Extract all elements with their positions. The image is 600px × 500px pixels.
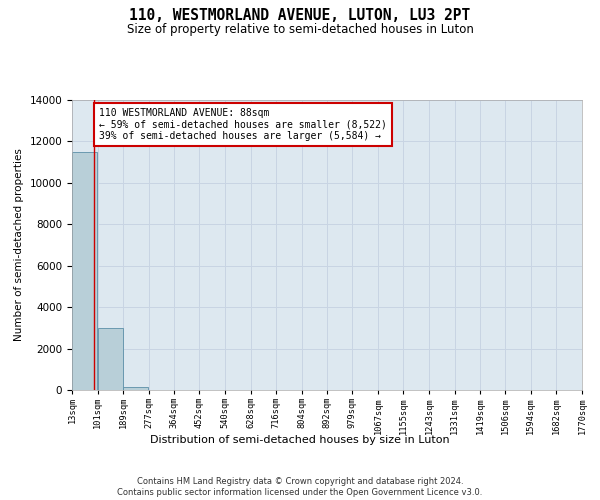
Text: Size of property relative to semi-detached houses in Luton: Size of property relative to semi-detach… xyxy=(127,22,473,36)
Bar xyxy=(124,387,148,390)
Text: 110 WESTMORLAND AVENUE: 88sqm
← 59% of semi-detached houses are smaller (8,522)
: 110 WESTMORLAND AVENUE: 88sqm ← 59% of s… xyxy=(99,108,387,142)
Bar xyxy=(98,328,123,390)
Y-axis label: Number of semi-detached properties: Number of semi-detached properties xyxy=(14,148,24,342)
Text: 110, WESTMORLAND AVENUE, LUTON, LU3 2PT: 110, WESTMORLAND AVENUE, LUTON, LU3 2PT xyxy=(130,8,470,22)
Text: Contains HM Land Registry data © Crown copyright and database right 2024.
Contai: Contains HM Land Registry data © Crown c… xyxy=(118,478,482,497)
Text: Distribution of semi-detached houses by size in Luton: Distribution of semi-detached houses by … xyxy=(150,435,450,445)
Bar xyxy=(72,152,97,390)
